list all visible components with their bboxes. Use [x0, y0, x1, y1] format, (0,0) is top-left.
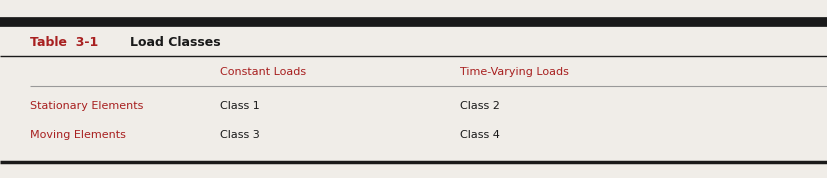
Text: Load Classes: Load Classes: [130, 35, 220, 48]
Text: Time-Varying Loads: Time-Varying Loads: [460, 67, 568, 77]
Text: Stationary Elements: Stationary Elements: [30, 101, 143, 111]
Text: Class 1: Class 1: [220, 101, 260, 111]
Text: Class 2: Class 2: [460, 101, 500, 111]
Text: Table  3-1: Table 3-1: [30, 35, 98, 48]
Text: Moving Elements: Moving Elements: [30, 130, 126, 140]
Text: Class 3: Class 3: [220, 130, 260, 140]
Text: Constant Loads: Constant Loads: [220, 67, 306, 77]
Text: Class 4: Class 4: [460, 130, 500, 140]
